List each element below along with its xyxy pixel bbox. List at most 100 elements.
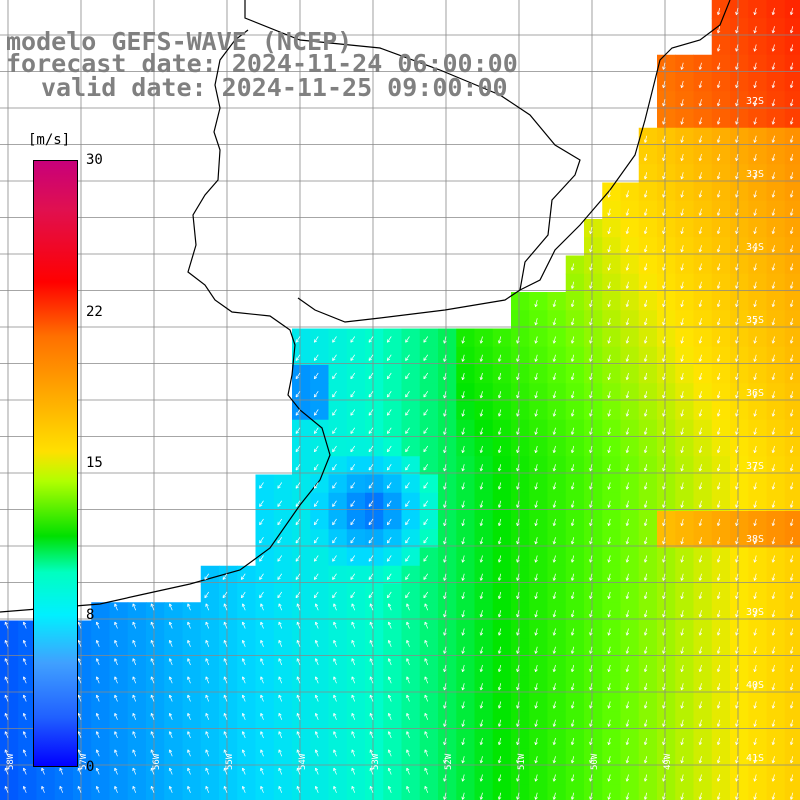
wind-speed-cell	[109, 620, 129, 640]
wind-arrow	[735, 646, 739, 654]
wind-speed-cell	[474, 328, 494, 348]
wind-speed-cell	[602, 383, 621, 402]
wind-arrow	[735, 336, 739, 344]
wind-arrow	[643, 610, 648, 618]
wind-arrow	[662, 372, 666, 381]
wind-speed-cell	[766, 73, 786, 92]
wind-speed-cell	[456, 584, 475, 603]
wind-speed-cell	[766, 511, 786, 530]
wind-speed-cell	[748, 127, 767, 147]
wind-arrow	[41, 767, 45, 775]
wind-arrow	[351, 676, 356, 684]
wind-speed-cell	[237, 784, 256, 800]
wind-speed-cell	[529, 529, 548, 548]
wind-arrow	[387, 658, 392, 666]
wind-speed-cell	[711, 91, 731, 110]
wind-speed-cell	[584, 292, 603, 311]
wind-speed-cell	[711, 200, 731, 220]
wind-arrow	[680, 299, 684, 308]
wind-arrow	[405, 336, 410, 343]
wind-arrow	[516, 664, 520, 673]
wind-speed-cell	[748, 310, 767, 329]
wind-speed-cell	[54, 766, 74, 786]
wind-speed-cell	[492, 657, 512, 676]
wind-speed-cell	[292, 657, 311, 676]
wind-arrow	[789, 573, 794, 581]
wind-arrow	[313, 427, 319, 434]
wind-speed-cell	[273, 584, 293, 603]
wind-arrow	[698, 464, 703, 472]
wind-speed-cell	[529, 474, 548, 494]
wind-arrow	[789, 391, 794, 399]
wind-arrow	[259, 518, 264, 526]
wind-arrow	[313, 336, 319, 343]
wind-arrow	[716, 737, 721, 746]
wind-arrow	[698, 646, 703, 654]
wind-arrow	[313, 573, 319, 580]
wind-arrow	[643, 555, 648, 563]
wind-speed-cell	[401, 730, 421, 749]
wind-arrow	[607, 482, 611, 490]
wind-speed-cell	[529, 383, 548, 402]
wind-arrow	[680, 391, 684, 399]
wind-arrow	[314, 786, 319, 793]
wind-speed-cell	[492, 383, 512, 402]
wind-speed-cell	[620, 748, 640, 767]
wind-speed-cell	[474, 638, 494, 658]
wind-speed-cell	[511, 438, 530, 457]
wind-speed-cell	[730, 54, 749, 74]
wind-speed-cell	[602, 456, 621, 475]
wind-speed-cell	[328, 383, 348, 402]
wind-arrow	[424, 786, 429, 793]
wind-arrow	[789, 591, 794, 600]
wind-arrow	[789, 226, 794, 235]
wind-speed-cell	[529, 711, 548, 731]
latitude-label: 33S	[746, 169, 764, 180]
wind-arrow	[223, 767, 228, 775]
wind-arrow	[223, 658, 228, 666]
wind-arrow	[332, 464, 337, 471]
wind-arrow	[461, 646, 465, 654]
wind-speed-cell	[255, 511, 275, 530]
wind-arrow	[552, 646, 557, 654]
wind-arrow	[406, 731, 410, 739]
wind-arrow	[716, 683, 721, 691]
wind-speed-cell	[529, 365, 548, 384]
wind-speed-cell	[730, 438, 749, 457]
wind-arrow	[662, 518, 666, 527]
wind-arrow	[625, 263, 630, 271]
wind-speed-cell	[565, 474, 585, 494]
wind-arrow	[314, 694, 319, 702]
wind-arrow	[753, 482, 757, 490]
wind-speed-cell	[693, 638, 713, 658]
wind-speed-cell	[474, 730, 494, 749]
wind-arrow	[369, 749, 374, 757]
wind-speed-cell	[310, 547, 329, 567]
wind-speed-cell	[438, 401, 457, 421]
wind-arrow	[241, 786, 246, 793]
wind-speed-cell	[346, 730, 366, 749]
wind-speed-cell	[711, 109, 731, 129]
wind-arrow	[680, 719, 684, 727]
wind-speed-cell	[511, 638, 530, 658]
wind-speed-cell	[383, 711, 402, 731]
wind-arrow	[662, 792, 666, 800]
wind-speed-cell	[657, 401, 676, 421]
wind-speed-cell	[219, 766, 238, 786]
wind-arrow	[716, 719, 721, 727]
wind-speed-cell	[310, 693, 329, 713]
wind-arrow	[516, 409, 520, 417]
wind-speed-cell	[456, 620, 475, 640]
wind-speed-cell	[255, 565, 275, 585]
wind-arrow	[735, 792, 739, 800]
wind-speed-cell	[602, 328, 621, 348]
wind-speed-cell	[584, 693, 603, 713]
wind-arrow	[552, 299, 557, 308]
wind-speed-cell	[474, 584, 494, 603]
wind-speed-cell	[292, 438, 311, 457]
wind-speed-cell	[273, 693, 293, 713]
wind-arrow	[386, 482, 392, 489]
wind-arrow	[205, 621, 210, 629]
wind-speed-cell	[730, 419, 749, 439]
wind-speed-cell	[511, 547, 530, 567]
